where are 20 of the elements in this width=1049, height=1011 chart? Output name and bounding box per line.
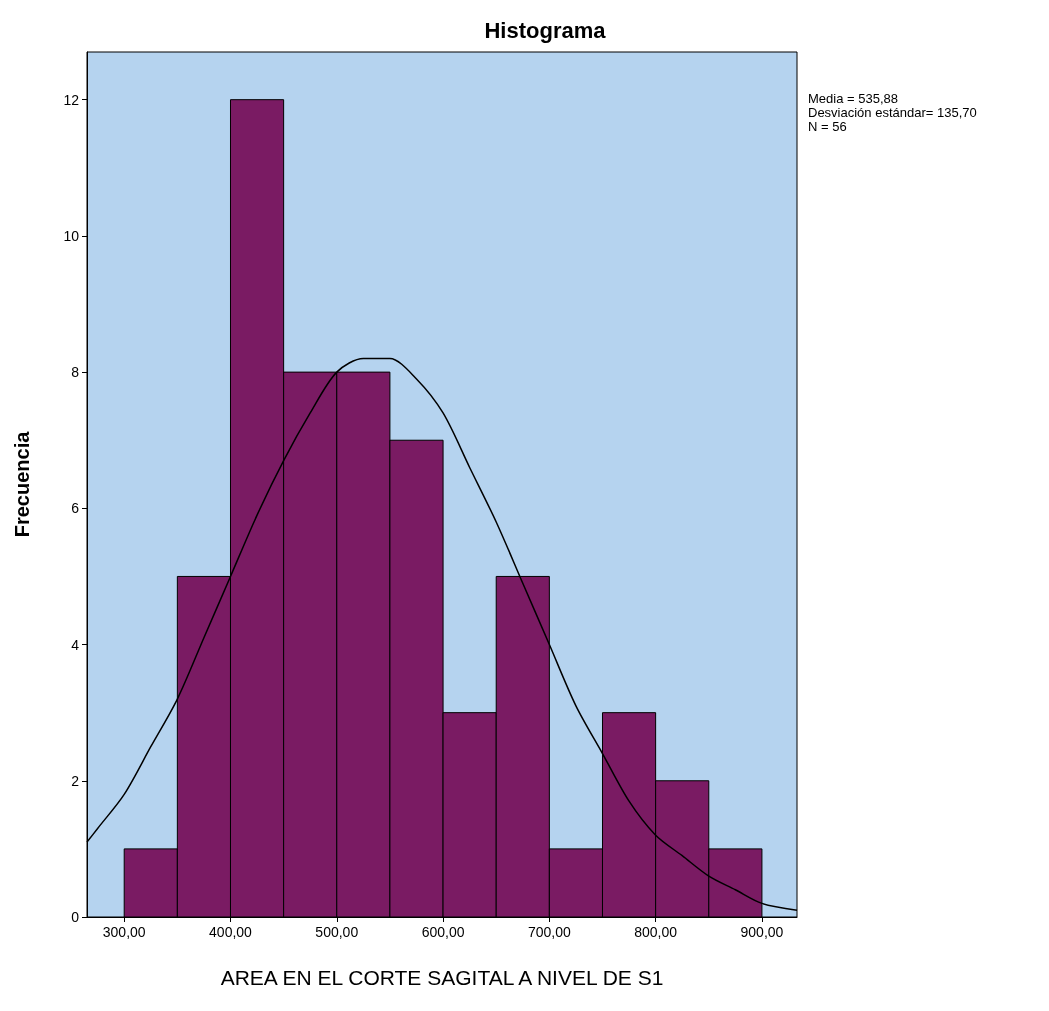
chart-title: Histograma [484, 17, 607, 43]
text: N = 56 [808, 119, 847, 134]
y-tick-label: 4 [71, 636, 80, 653]
y-tick-label: 6 [71, 500, 80, 517]
x-axis-title: AREA EN EL CORTE SAGITAL A NIVEL DE S1 [220, 966, 664, 989]
y-tick-label: 12 [63, 91, 80, 108]
y-tick-label: 0 [71, 909, 80, 925]
x-tick-label: 900,00 [740, 924, 784, 940]
text: Desviación estándar= 135,70 [808, 105, 977, 120]
y-axis-title: Frecuencia [11, 430, 33, 538]
x-tick-label: 400,00 [209, 924, 253, 940]
x-tick-label: 600,00 [421, 924, 465, 940]
x-tick-label: 300,00 [102, 924, 146, 940]
x-tick-label: 800,00 [634, 924, 678, 940]
y-tick-label: 10 [63, 227, 80, 244]
x-tick-label: 700,00 [527, 924, 571, 940]
y-tick-label: 2 [71, 772, 80, 789]
x-tick-label: 500,00 [315, 924, 359, 940]
text: Media = 535,88 [808, 91, 898, 106]
y-tick-label: 8 [71, 364, 80, 381]
